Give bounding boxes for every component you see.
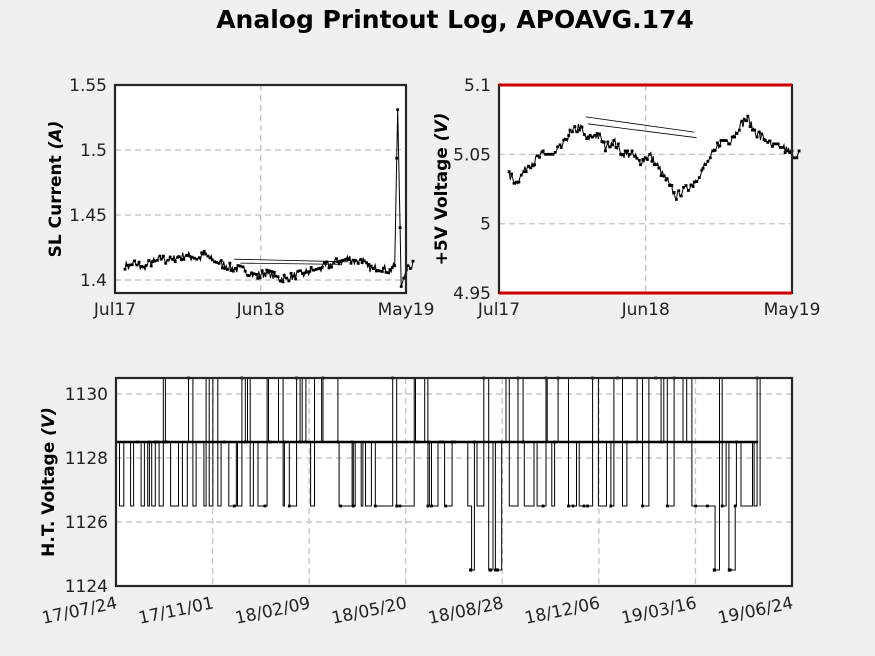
sl-current-axes-frame	[113, 83, 408, 295]
y-tick-label: 4.95	[453, 284, 491, 304]
y-tick-label: 5.1	[464, 76, 491, 96]
x-tick-label: 17/11/01	[137, 593, 216, 628]
x-tick-label: Jun18	[236, 300, 285, 320]
x-tick-label: 19/06/24	[716, 593, 795, 628]
y-tick-label: 1124	[65, 577, 108, 597]
y-tick-label: 1.55	[69, 76, 107, 96]
y-tick-label: 1126	[65, 513, 108, 533]
series-line	[124, 109, 414, 287]
series-line	[508, 114, 800, 201]
x-tick-label: Jul17	[93, 300, 136, 320]
sl-current-panel: 1.4 1.45 1.5 1.55 Jul17 Jun18 May19 SL Current…	[46, 76, 434, 320]
x-tick-label: 17/07/24	[40, 593, 119, 628]
ht-voltage-panel: 1124 1126 1128 1130 17/07/24 17/11/01 18/02/09…	[39, 376, 795, 629]
series-connector	[234, 258, 349, 263]
x-tick-label: 19/03/16	[620, 593, 699, 628]
x-tick-label: 18/05/20	[330, 593, 409, 628]
series-connector	[587, 123, 697, 139]
y-tick-label: 1.4	[80, 271, 107, 291]
x-tick-label: Jul17	[477, 300, 520, 320]
y-tick-label: 1130	[65, 385, 108, 405]
5v-voltage-ylabel: +5V Voltage (V)	[432, 113, 452, 266]
y-tick-label: 5	[480, 215, 491, 235]
x-tick-label: 18/12/06	[523, 593, 602, 628]
5v-voltage-panel: 4.95 5 5.05 5.1 Jul17 Jun18 May19 +5V Voltage …	[432, 76, 820, 320]
sl-current-ylabel: SL Current (A)	[46, 121, 66, 258]
x-tick-label: May19	[764, 300, 821, 320]
x-tick-label: 18/08/28	[426, 593, 505, 628]
data-point	[469, 568, 473, 572]
x-tick-label: 18/02/09	[233, 593, 312, 628]
y-tick-label: 1128	[65, 449, 108, 469]
ht-voltage-ylabel: H.T. Voltage (V)	[39, 407, 59, 557]
data-point	[411, 259, 415, 263]
series-line	[116, 377, 761, 571]
y-tick-label: 1.45	[69, 206, 107, 226]
y-tick-label: 1.5	[80, 141, 107, 161]
figure-title: Analog Printout Log, APOAVG.174	[216, 5, 694, 34]
series-connector	[585, 116, 695, 133]
x-tick-label: May19	[378, 300, 435, 320]
ht-voltage-axes-frame	[114, 376, 794, 588]
y-tick-label: 5.05	[453, 145, 491, 165]
data-point	[712, 568, 716, 572]
x-tick-label: Jun18	[621, 300, 670, 320]
